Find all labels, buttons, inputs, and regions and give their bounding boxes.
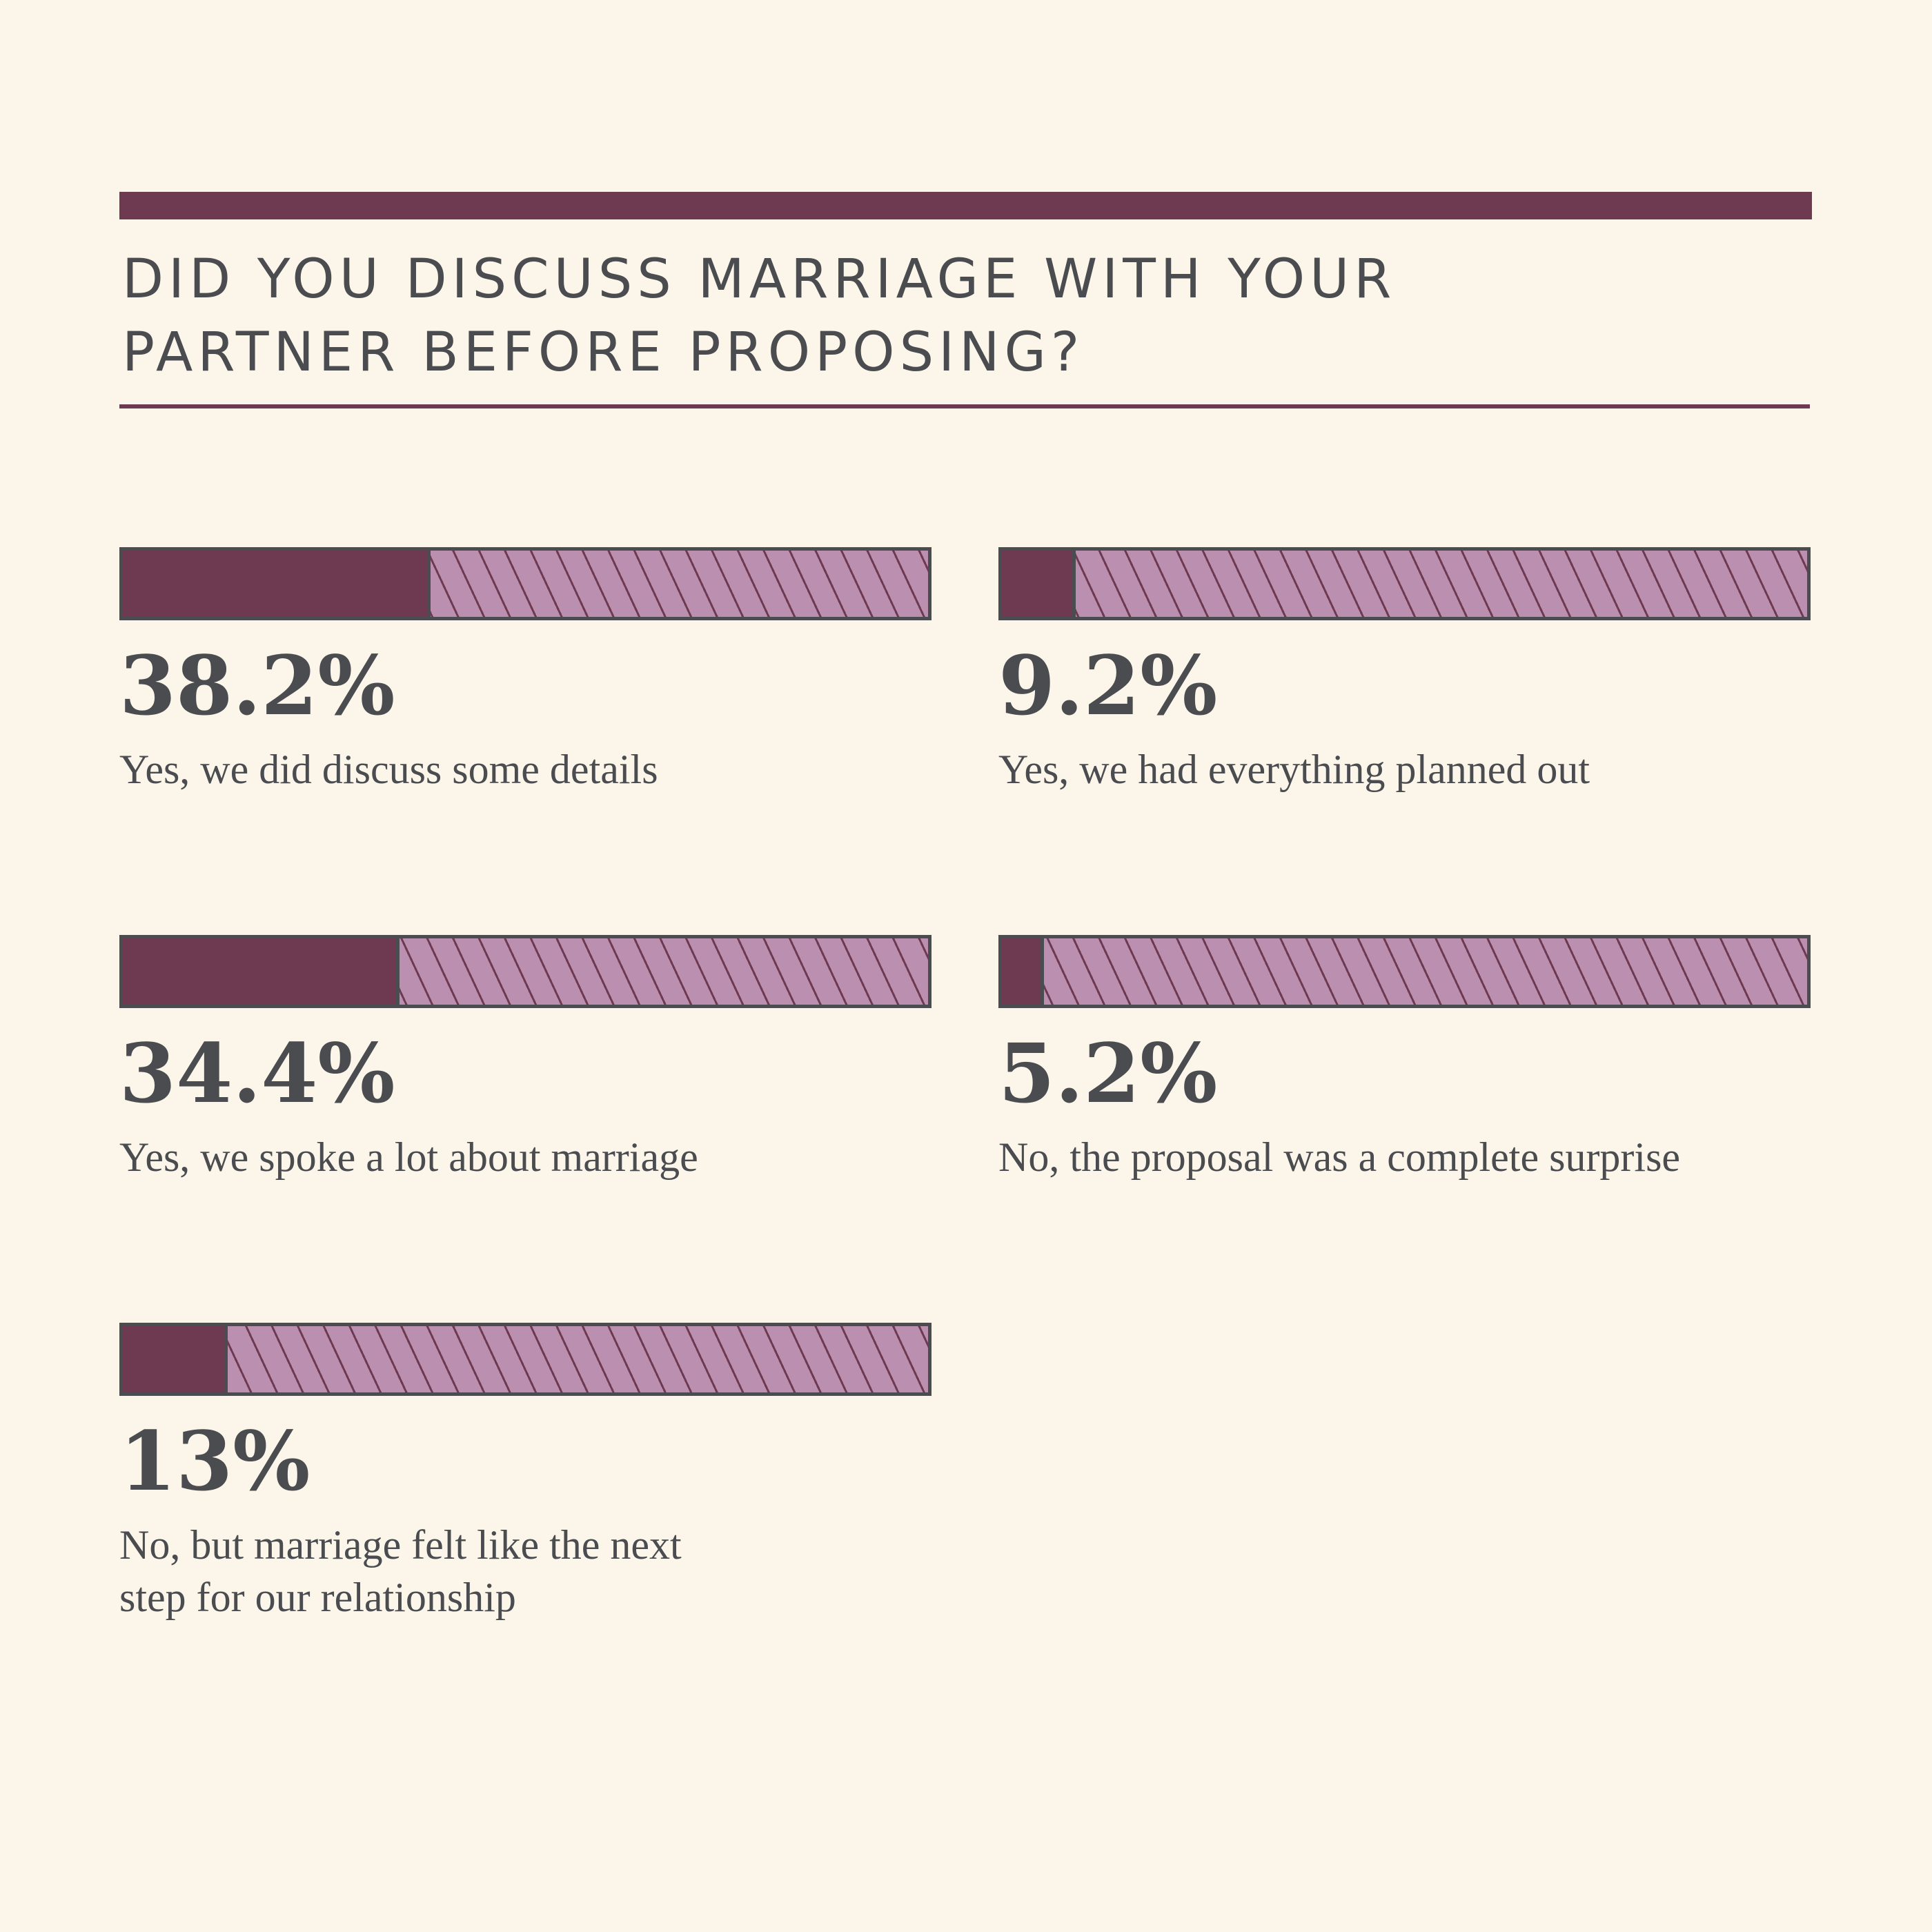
category-label-line: Yes, we had everything planned out <box>998 747 1590 792</box>
category-label: Yes, we had everything planned out <box>998 743 1811 796</box>
bar-fill <box>123 1326 228 1392</box>
top-rule <box>119 192 1812 219</box>
category-label: Yes, we did discuss some details <box>119 743 931 796</box>
value-label: 34.4% <box>119 1025 395 1121</box>
stat-item-1: 38.2% Yes, we did discuss some details <box>119 547 931 796</box>
title-line-1: DID YOU DISCUSS MARRIAGE WITH YOUR <box>122 248 1397 310</box>
stat-item-2: 9.2% Yes, we had everything planned out <box>998 547 1811 796</box>
category-label-line: No, the proposal was a complete surprise <box>998 1134 1681 1180</box>
bar-track <box>998 547 1811 620</box>
value-label: 13% <box>119 1413 310 1509</box>
category-label: No, the proposal was a complete surprise <box>998 1131 1811 1183</box>
bar-fill <box>1002 938 1044 1005</box>
stat-item-5: 13% No, but marriage felt like the next … <box>119 1323 931 1624</box>
value-label: 5.2% <box>998 1025 1218 1121</box>
value-label: 38.2% <box>119 638 395 733</box>
title-line-2: PARTNER BEFORE PROPOSING? <box>122 322 1085 384</box>
category-label: No, but marriage felt like the next step… <box>119 1519 931 1624</box>
category-label-line: Yes, we did discuss some details <box>119 747 658 792</box>
category-label-line: Yes, we spoke a lot about marriage <box>119 1134 698 1180</box>
bar-fill <box>123 938 400 1005</box>
bar-fill <box>1002 551 1076 617</box>
chart-title: DID YOU DISCUSS MARRIAGE WITH YOUR PARTN… <box>122 243 1778 389</box>
category-label: Yes, we spoke a lot about marriage <box>119 1131 931 1183</box>
category-label-line: step for our relationship <box>119 1575 516 1620</box>
bar-track <box>119 1323 931 1396</box>
stat-item-4: 5.2% No, the proposal was a complete sur… <box>998 935 1811 1183</box>
bar-track <box>119 935 931 1008</box>
bar-track <box>998 935 1811 1008</box>
bar-track <box>119 547 931 620</box>
bar-fill <box>123 551 431 617</box>
value-label: 9.2% <box>998 638 1218 733</box>
category-label-line: No, but marriage felt like the next <box>119 1522 682 1568</box>
stat-item-3: 34.4% Yes, we spoke a lot about marriage <box>119 935 931 1183</box>
bottom-rule <box>119 404 1810 408</box>
